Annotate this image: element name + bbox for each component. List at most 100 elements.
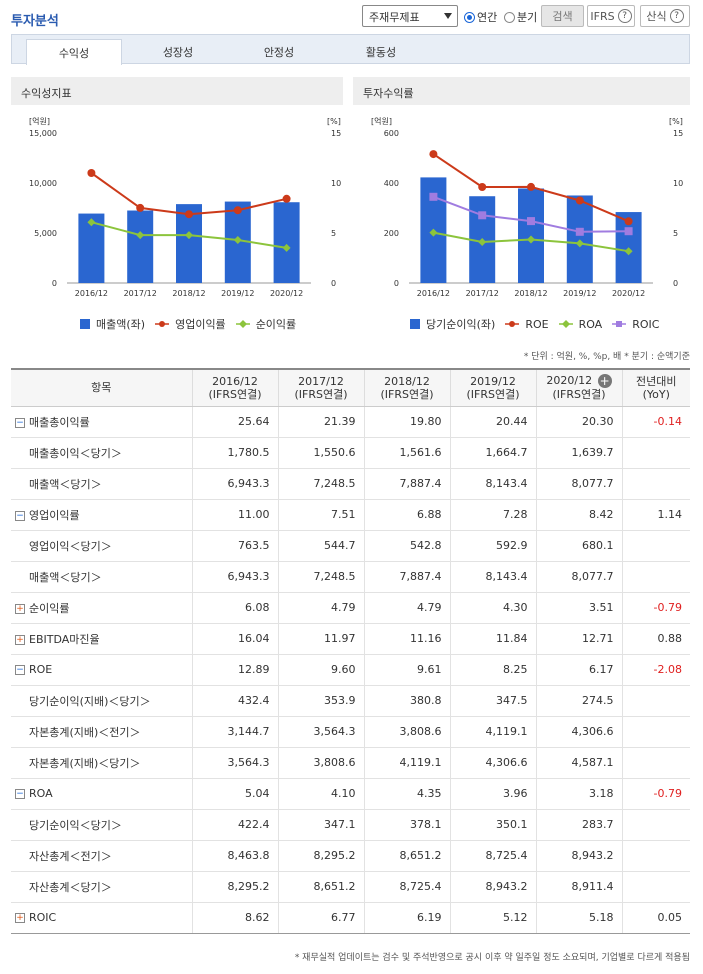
tab-profitability[interactable]: 수익성 [26,39,122,65]
radio-quarter-dot[interactable] [504,11,515,23]
row-label: 매출액＜당기＞ [29,570,102,584]
data-point [185,210,193,219]
value-cell: 6.08 [191,592,278,624]
value-cell: 380.8 [363,685,450,717]
value-cell: 20.44 [449,406,536,438]
x-tick-label: 2020/12 [270,289,303,298]
table-row: − ROA 5.04 4.10 4.35 3.96 3.18 -0.79 [11,778,690,810]
data-point [429,228,438,237]
row-label-cell: + 순이익률 [11,592,192,624]
value-cell: 9.61 [363,654,450,686]
data-point [478,211,487,220]
tab-growth[interactable]: 성장성 [162,45,194,59]
x-tick-label: 2018/12 [172,289,205,298]
radio-quarter[interactable]: 분기 [504,9,537,25]
row-label: 순이익률 [29,601,70,615]
legend-bar-swatch [410,319,420,329]
search-button[interactable]: 검색 [541,5,584,27]
column-header-sub: (IFRS연결) [208,387,262,401]
value-cell: 8,725.4 [363,871,450,903]
row-label-cell: 당기순이익＜당기＞ [11,809,192,841]
yoy-cell: 0.88 [621,623,690,655]
add-column-icon[interactable]: + [597,374,612,389]
radio-annual-dot[interactable] [464,11,475,23]
formula-button[interactable]: 산식 ? [640,5,690,27]
radio-annual[interactable]: 연간 [464,9,497,25]
x-tick-label: 2016/12 [75,289,108,298]
unit-note: * 단위 : 억원, %, %p, 배 * 분기 : 순액기준 [523,352,690,362]
row-label: 자산총계＜당기＞ [29,880,112,894]
collapse-icon[interactable]: − [15,510,25,521]
y2-tick-label: 0 [331,279,336,288]
profitability-table: 항목 2016/12 (IFRS연결) 2017/12 (IFRS연결) 2018/… [11,368,690,934]
collapse-icon[interactable]: − [15,665,25,675]
column-header-sub: (IFRS연결) [294,387,348,401]
statement-type-select[interactable]: 주재무제표 [362,5,458,27]
expand-icon[interactable]: + [15,603,25,614]
yoy-cell [621,685,690,717]
column-header-sub: (IFRS연결) [466,387,520,401]
yoy-cell [621,468,690,500]
chevron-down-icon [444,13,452,19]
row-label-cell: 매출액＜당기＞ [11,561,192,593]
value-cell: 347.5 [449,685,536,717]
row-label-cell: 자본총계(지배)＜전기＞ [11,716,192,748]
value-cell: 544.7 [277,530,364,562]
data-point [87,218,96,227]
row-label-cell: 매출액＜당기＞ [11,468,192,500]
value-cell: 353.9 [277,685,364,717]
row-label: ROA [29,787,53,800]
yoy-cell [621,437,690,469]
value-cell: 7,248.5 [277,561,364,593]
ifrs-button[interactable]: IFRS ? [587,5,635,27]
column-header-label: 항목 [91,381,112,395]
x-tick-label: 2020/12 [612,289,645,298]
value-cell: 8,725.4 [449,840,536,872]
value-cell: 347.1 [277,809,364,841]
value-cell: 4,587.1 [535,747,622,779]
data-point [478,183,487,191]
y-tick-label: 600 [384,129,399,138]
y2-tick-label: 0 [673,279,678,288]
row-label: 당기순이익＜당기＞ [29,818,122,832]
table-row: + EBITDA마진율 16.04 11.97 11.16 11.84 12.71 0.88 [11,623,690,655]
right-axis-unit: [%] [669,117,683,126]
yoy-cell [621,840,690,872]
value-cell: 4,306.6 [535,716,622,748]
yoy-cell [621,530,690,562]
collapse-icon[interactable]: − [15,789,25,799]
footer-note: * 재무실적 업데이트는 검수 및 주석반영으로 공시 이후 약 일주일 정도 … [294,953,690,963]
table-row: 매출액＜당기＞ 6,943.3 7,248.5 7,887.4 8,143.4 8,077… [11,468,690,500]
data-point [527,217,535,226]
table-row: 자본총계(지배)＜전기＞ 3,144.7 3,564.3 3,808.6 4,119.1… [11,716,690,748]
column-header-sub: (IFRS연결) [552,388,606,402]
row-label-cell: − 영업이익률 [11,499,192,531]
expand-icon[interactable]: + [15,913,25,923]
value-cell: 12.89 [191,654,278,686]
y-tick-label: 0 [52,279,57,288]
tab-activity[interactable]: 활동성 [365,45,397,59]
data-point [282,243,291,252]
row-label: 자본총계(지배)＜당기＞ [29,756,141,770]
row-label-cell: 매출총이익＜당기＞ [11,437,192,469]
value-cell: 4.30 [449,592,536,624]
value-cell: 8,143.4 [449,468,536,500]
value-cell: 20.30 [535,406,622,438]
tab-stability[interactable]: 안정성 [263,45,295,59]
y2-tick-label: 5 [673,229,678,238]
legend-line-swatch [558,320,573,328]
data-point [233,236,242,244]
table-row: 영업이익＜당기＞ 763.5 544.7 542.8 592.9 680.1 [11,530,690,562]
value-cell: 378.1 [363,809,450,841]
expand-icon[interactable]: + [15,634,25,645]
help-icon: ? [669,9,684,23]
bar [566,195,593,283]
y2-tick-label: 5 [331,229,336,238]
data-point [527,235,535,244]
column-header: 2020/12 + (IFRS연결) [535,368,622,407]
right-axis-unit: [%] [327,117,341,126]
collapse-icon[interactable]: − [15,417,25,428]
value-cell: 6,943.3 [191,468,278,500]
value-cell: 3.96 [449,778,536,810]
legend-line-swatch [612,321,627,327]
